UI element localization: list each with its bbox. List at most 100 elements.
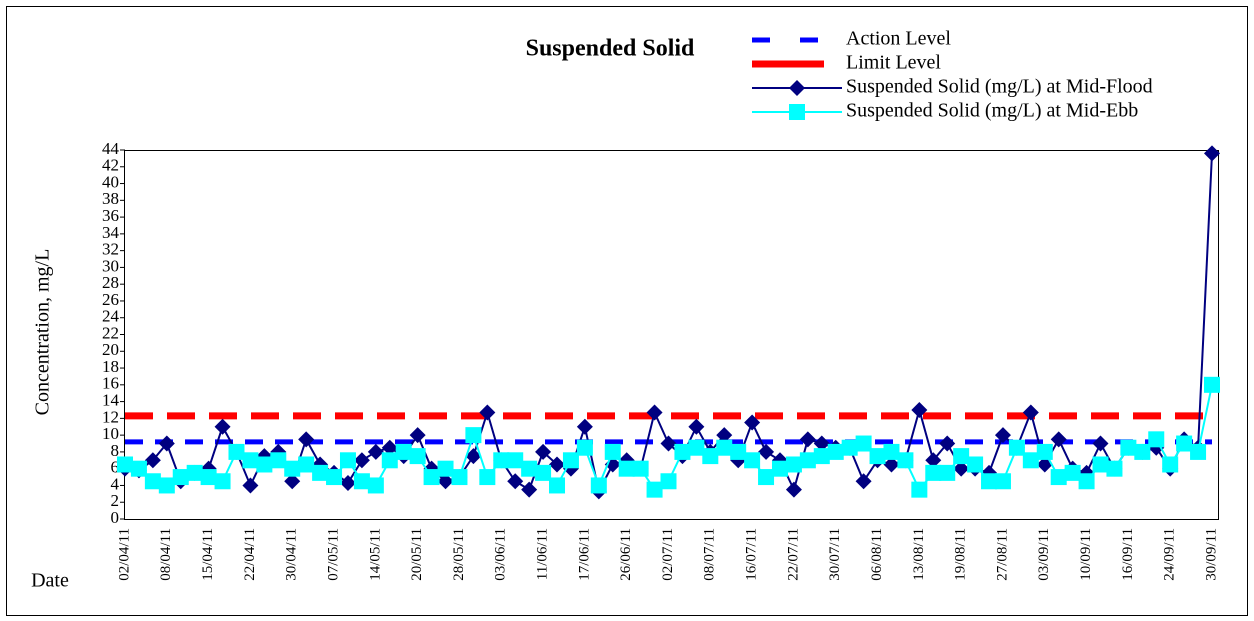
data-point (228, 443, 245, 460)
data-point (660, 435, 677, 452)
x-tick-label: 27/08/11 (994, 528, 1010, 581)
data-point (381, 439, 398, 456)
data-point (367, 477, 384, 494)
data-point (465, 427, 482, 444)
data-point (367, 443, 384, 460)
data-point (716, 439, 733, 456)
data-point (507, 452, 524, 469)
data-point (1092, 456, 1109, 473)
data-point (1106, 460, 1123, 477)
y-tick-label: 16 (102, 374, 119, 393)
data-point (158, 435, 175, 452)
data-point (855, 473, 872, 490)
data-point (1022, 452, 1039, 469)
data-point (214, 473, 231, 490)
legend-label: Limit Level (846, 52, 941, 74)
data-point (674, 443, 691, 460)
data-point (117, 456, 133, 473)
data-point (381, 452, 398, 469)
data-point (535, 464, 552, 481)
data-point (744, 414, 761, 431)
data-point (869, 448, 886, 465)
x-tick-label: 30/09/11 (1203, 528, 1219, 581)
data-point (284, 460, 301, 477)
data-point (618, 460, 635, 477)
data-point (799, 452, 816, 469)
y-tick-label: 14 (102, 390, 120, 409)
data-point (799, 431, 816, 448)
data-point (604, 443, 621, 460)
x-tick-label: 16/07/11 (744, 528, 760, 581)
data-point (1120, 439, 1137, 456)
data-point (326, 469, 343, 486)
data-point (1190, 443, 1207, 460)
y-tick-label: 4 (111, 474, 120, 493)
data-point (939, 435, 956, 452)
data-point (855, 435, 872, 452)
data-point (981, 473, 998, 490)
x-tick-label: 02/04/11 (116, 528, 132, 581)
x-tick-label: 20/05/11 (409, 528, 425, 581)
y-tick-label: 20 (102, 340, 119, 359)
x-tick-label: 22/07/11 (785, 528, 801, 581)
x-tick-label: 03/09/11 (1036, 528, 1052, 581)
data-point (883, 443, 900, 460)
y-tick-label: 28 (102, 273, 119, 292)
legend-label: Action Level (846, 28, 951, 50)
data-point (953, 448, 970, 465)
y-tick-label: 36 (102, 206, 119, 225)
data-point (284, 473, 301, 490)
data-point (172, 469, 189, 486)
x-tick-label: 13/08/11 (911, 528, 927, 581)
data-point (562, 452, 579, 469)
x-tick-label: 06/08/11 (869, 528, 885, 581)
data-point (758, 469, 775, 486)
data-point (939, 464, 956, 481)
data-point (521, 481, 538, 498)
data-point (1134, 443, 1151, 460)
data-point (521, 460, 538, 477)
x-tick-label: 22/04/11 (242, 528, 258, 581)
y-tick-label: 30 (102, 256, 119, 275)
data-point (1064, 464, 1081, 481)
data-point (660, 473, 677, 490)
data-point (353, 473, 370, 490)
x-tick-label: 15/04/11 (200, 528, 216, 581)
data-point (409, 427, 426, 444)
legend-label: Suspended Solid (mg/L) at Mid-Flood (846, 76, 1153, 98)
data-point (1148, 431, 1165, 448)
y-tick-label: 10 (102, 424, 119, 443)
x-tick-label: 19/08/11 (953, 528, 969, 581)
data-point (1078, 473, 1095, 490)
data-point (785, 481, 802, 498)
data-point (771, 460, 788, 477)
data-point (451, 469, 468, 486)
data-point (409, 448, 426, 465)
data-point (813, 435, 830, 452)
data-point (312, 464, 329, 481)
y-tick-label: 26 (102, 290, 119, 309)
data-point (1036, 443, 1053, 460)
data-point (688, 418, 705, 435)
data-point (813, 448, 830, 465)
data-point (1022, 404, 1039, 421)
data-point (242, 452, 259, 469)
data-point (827, 443, 844, 460)
y-tick-label: 2 (111, 491, 120, 510)
data-point (897, 452, 914, 469)
data-point (967, 456, 984, 473)
data-point (758, 443, 775, 460)
data-point (953, 460, 970, 477)
x-tick-label: 17/06/11 (576, 528, 592, 581)
data-point (744, 452, 761, 469)
data-point (298, 431, 315, 448)
data-point (130, 460, 147, 477)
x-tick-label: 02/07/11 (660, 528, 676, 581)
data-point (646, 404, 663, 421)
y-tick-label: 0 (111, 508, 120, 527)
data-point (883, 456, 900, 473)
data-point (465, 448, 482, 465)
x-tick-label: 11/06/11 (535, 528, 551, 580)
data-point (479, 469, 496, 486)
